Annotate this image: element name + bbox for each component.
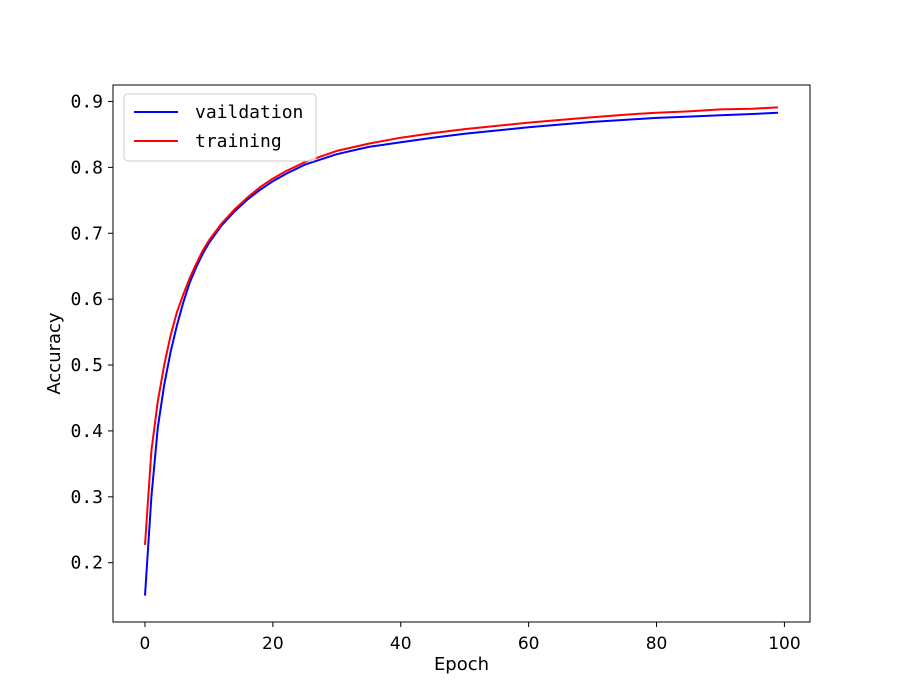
x-tick-label: 100 (768, 634, 800, 654)
x-tick-label: 20 (262, 634, 284, 654)
x-axis: 0 20 40 60 80 100 (140, 622, 801, 654)
y-axis-label: Accuracy (44, 312, 65, 395)
y-tick-label: 0.2 (70, 553, 103, 574)
y-tick-label: 0.4 (70, 421, 103, 442)
x-axis-label: Epoch (434, 654, 489, 675)
y-tick-label: 0.5 (70, 355, 103, 376)
y-tick-label: 0.3 (70, 487, 103, 508)
y-axis: 0.2 0.3 0.4 0.5 0.6 0.7 0.8 0.9 (70, 91, 113, 574)
x-tick-label: 40 (390, 634, 412, 654)
legend-label: training (195, 131, 282, 152)
y-tick-label: 0.8 (70, 157, 103, 178)
y-tick-label: 0.6 (70, 289, 103, 310)
series-line-training (144, 106, 779, 545)
x-tick-label: 80 (646, 634, 668, 654)
y-tick-label: 0.9 (70, 91, 103, 112)
plot-area-frame (112, 84, 811, 623)
legend-label: vaildation (195, 102, 303, 123)
series-layer (144, 106, 779, 596)
x-tick-label: 0 (140, 634, 151, 654)
legend-box (123, 93, 317, 162)
legend: vaildation training (123, 93, 317, 162)
x-tick-label: 60 (518, 634, 540, 654)
y-tick-label: 0.7 (70, 223, 103, 244)
series-line-vaildation (144, 111, 779, 596)
